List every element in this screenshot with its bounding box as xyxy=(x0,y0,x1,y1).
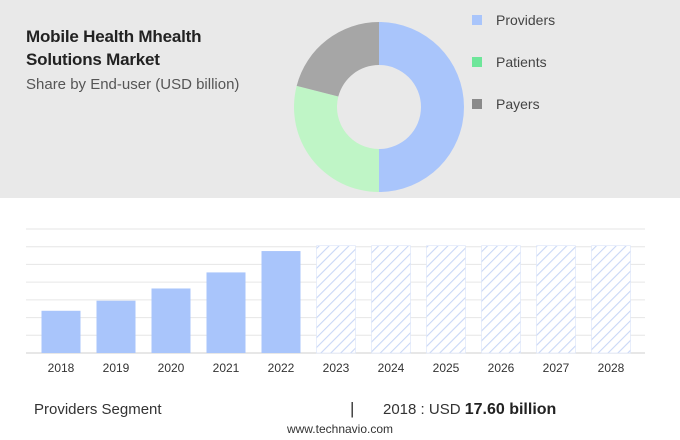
x-tick-label: 2028 xyxy=(598,361,625,375)
x-tick-label: 2024 xyxy=(378,361,405,375)
donut-slice-payers xyxy=(296,22,379,97)
x-tick-label: 2027 xyxy=(543,361,570,375)
segment-value-prefix: 2018 : USD xyxy=(383,401,461,418)
bar-2018 xyxy=(41,310,81,353)
x-tick-label: 2021 xyxy=(213,361,240,375)
donut-slice-patients xyxy=(294,85,379,192)
x-tick-label: 2025 xyxy=(433,361,460,375)
x-tick-label: 2026 xyxy=(488,361,515,375)
chart-title: Mobile Health Mhealth Solutions Market xyxy=(26,27,202,69)
segment-value-amount: 17.60 billion xyxy=(464,401,557,418)
segment-label: Providers Segment xyxy=(34,401,162,418)
bar-2019 xyxy=(96,300,136,353)
footer-separator: | xyxy=(350,399,355,418)
legend-swatch-providers xyxy=(472,15,482,26)
forecast-bar-2028 xyxy=(591,245,631,354)
forecast-bar-2025 xyxy=(426,245,466,354)
source-site: www.technavio.com xyxy=(286,422,394,436)
legend-label-payers: Payers xyxy=(496,96,540,112)
forecast-bar-2026 xyxy=(481,245,521,354)
legend-label-patients: Patients xyxy=(496,54,547,70)
donut-chart xyxy=(294,22,464,192)
x-tick-label: 2020 xyxy=(158,361,185,375)
x-tick-label: 2018 xyxy=(48,361,75,375)
legend-swatch-payers xyxy=(472,99,482,110)
donut-slice-providers xyxy=(379,22,464,192)
legend-swatch-patients xyxy=(472,57,482,68)
x-tick-label: 2023 xyxy=(323,361,350,375)
legend-item-patients: Patients xyxy=(472,54,547,70)
bar-chart: 2018 2019 2020 2021 2022 2023 2024 2025 2026 2027… xyxy=(26,228,645,375)
forecast-bar-2023 xyxy=(316,245,356,354)
legend-item-providers: Providers xyxy=(472,12,555,28)
forecast-bar-2027 xyxy=(536,245,576,354)
bar-2020 xyxy=(151,288,191,353)
legend-label-providers: Providers xyxy=(496,12,556,28)
bar-2022 xyxy=(261,251,301,353)
x-tick-label: 2019 xyxy=(103,361,130,375)
forecast-bar-2024 xyxy=(371,245,411,354)
x-tick-label: 2022 xyxy=(268,361,295,375)
legend-item-payers: Payers xyxy=(472,96,540,112)
segment-value: 2018 : USD 17.60 billion xyxy=(383,401,556,419)
chart-subtitle: Share by End-user (USD billion) xyxy=(26,76,240,93)
bar-2021 xyxy=(206,272,246,353)
